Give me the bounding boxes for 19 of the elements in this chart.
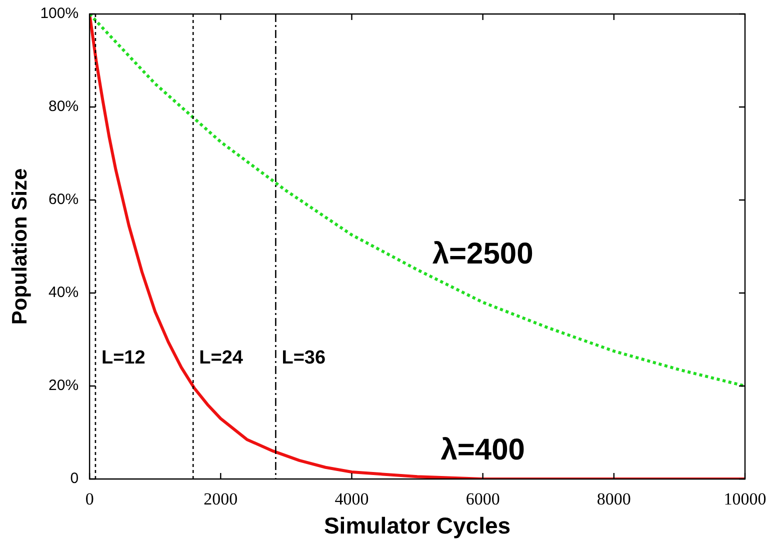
x-tick-label: 10000 [724,490,766,509]
y-tick-label: 60% [48,191,79,208]
annotation: L=24 [199,347,244,368]
y-tick-label: 80% [48,98,79,116]
y-axis-title: Population Size [8,168,32,325]
annotation: L=12 [101,347,146,368]
x-tick-label: 8000 [596,490,631,509]
y-tick-label: 0 [70,470,79,488]
x-tick-label: 6000 [466,490,500,509]
y-tick-label: 20% [48,377,79,394]
series-label: λ=400 [440,433,525,466]
y-tick-label: 40% [48,284,79,302]
x-tick-label: 2000 [204,490,238,509]
x-axis-title: Simulator Cycles [324,512,511,539]
y-tick-label: 100% [40,5,79,22]
x-tick-label: 0 [85,490,94,509]
annotation: L=36 [282,347,326,368]
x-tick-label: 4000 [334,490,369,509]
series-label: λ=2500 [432,238,534,271]
